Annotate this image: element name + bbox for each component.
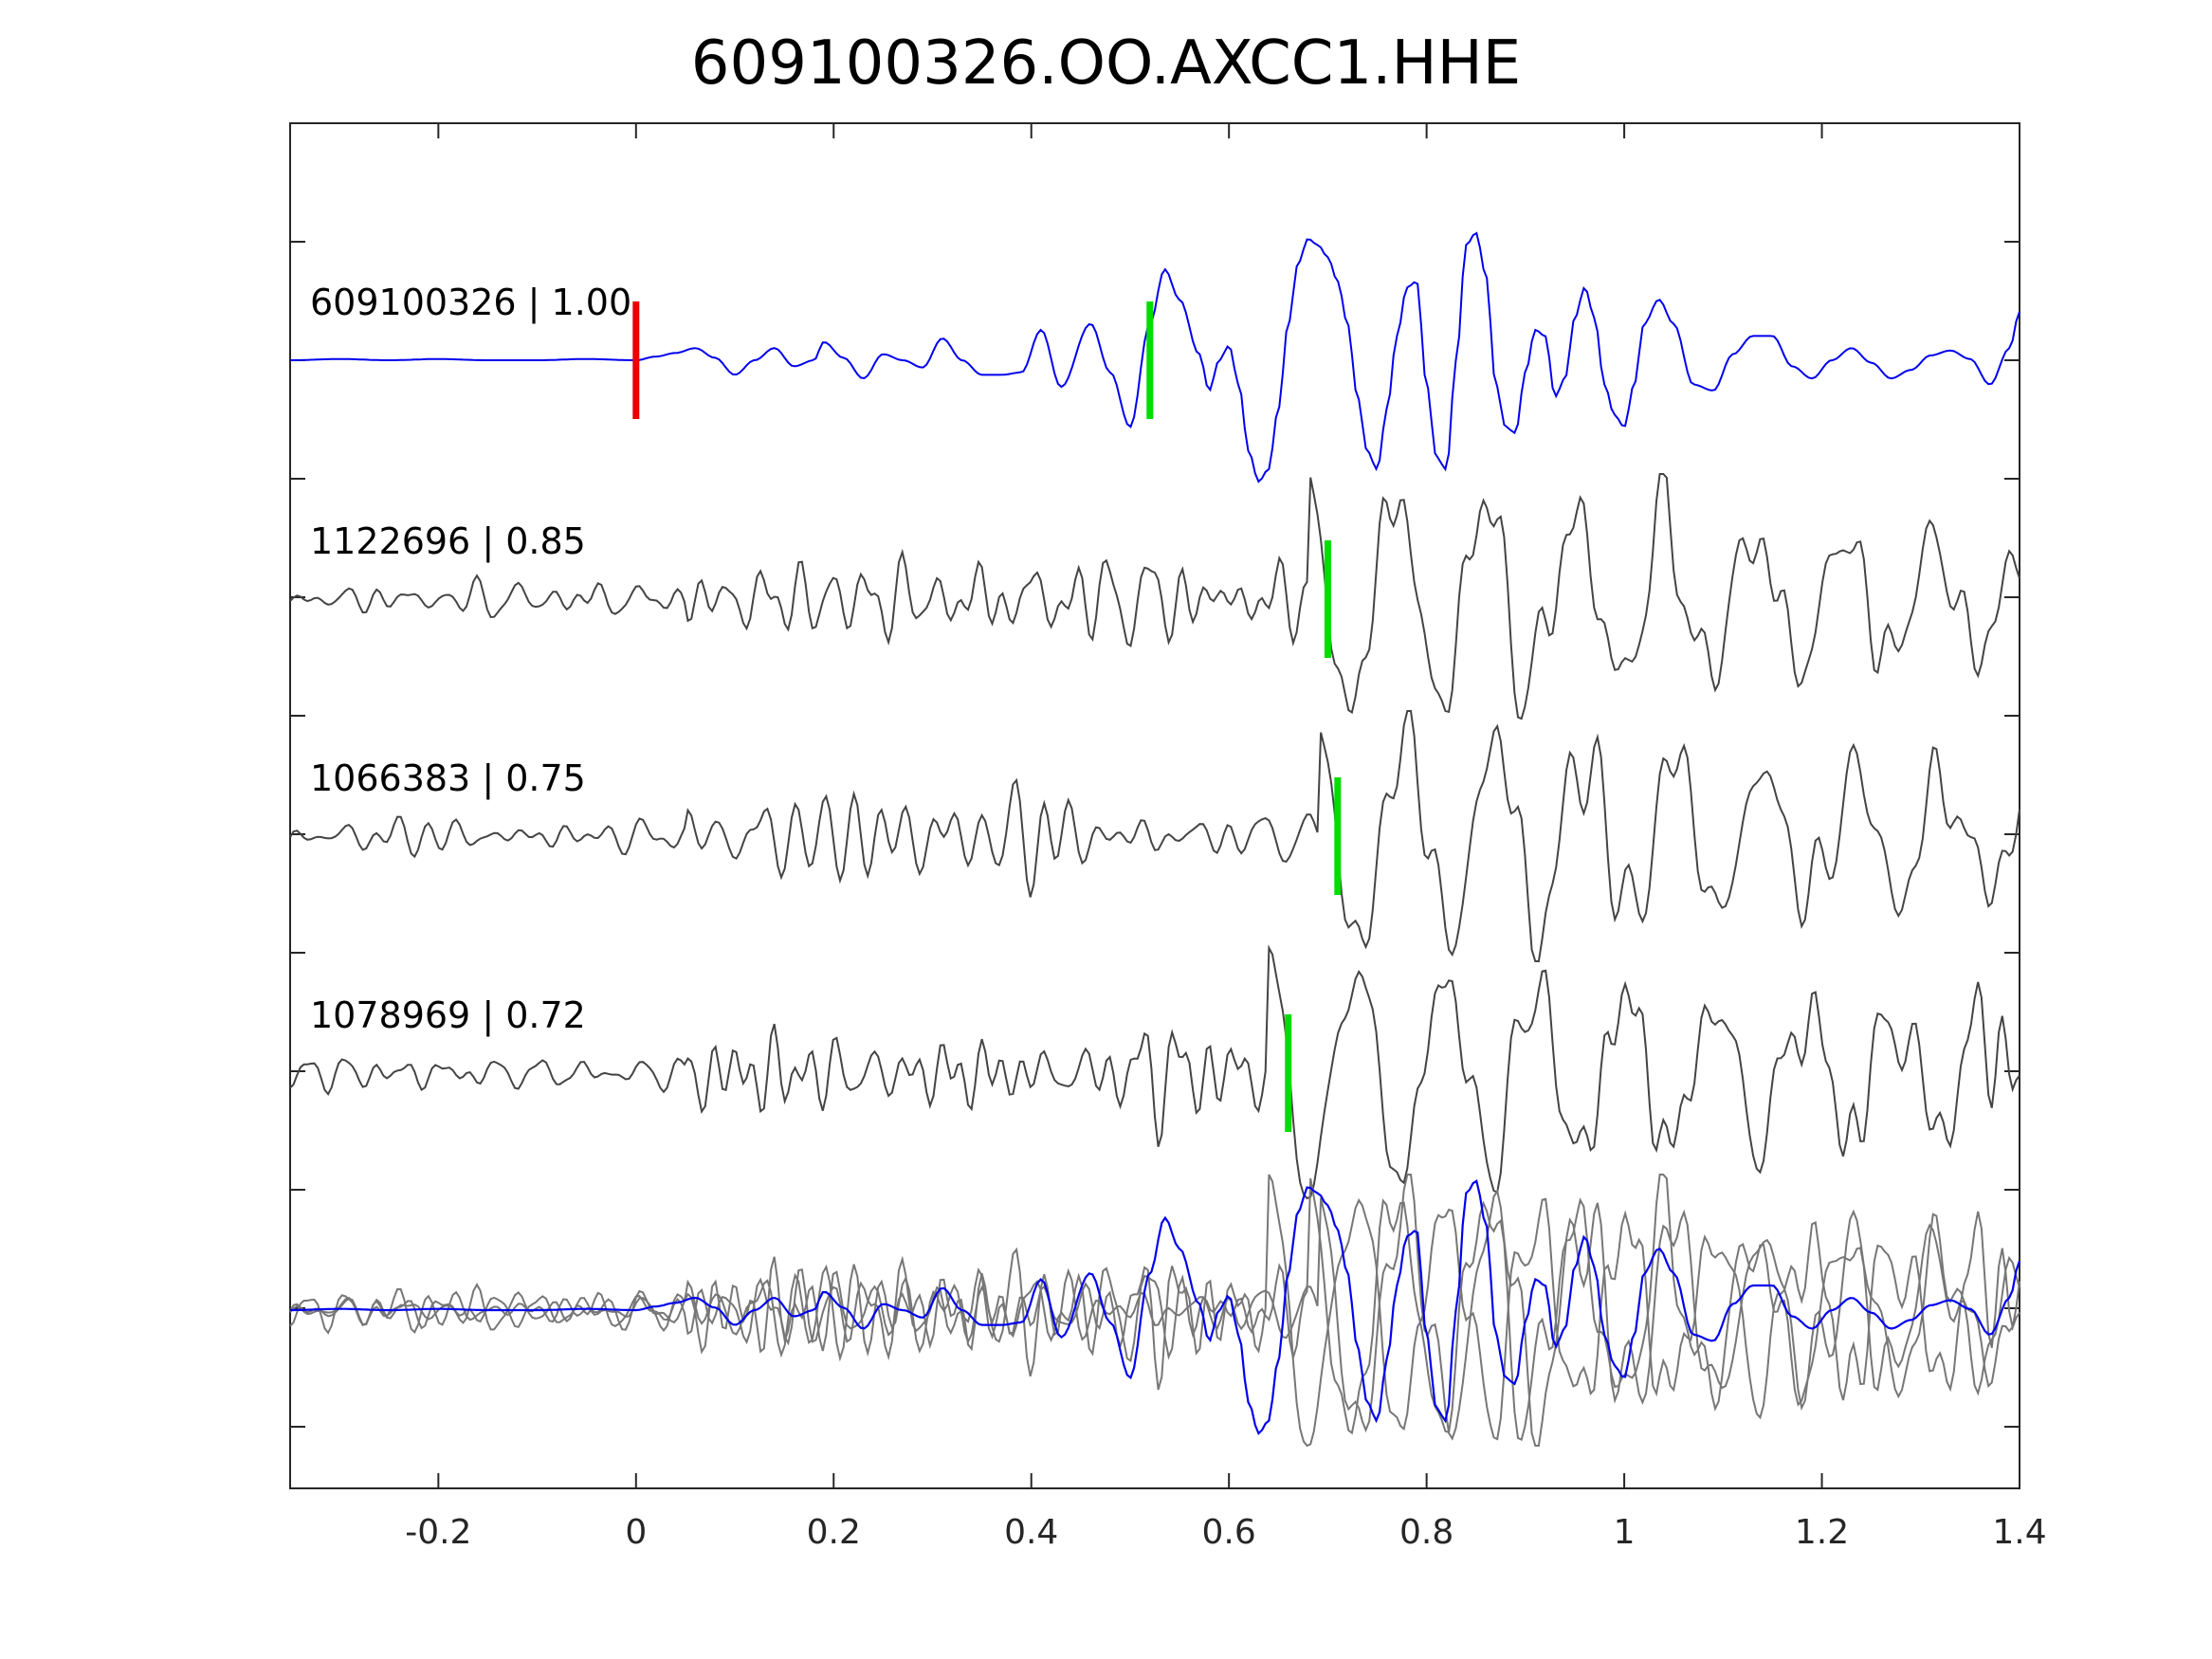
overlay-neighbor-trace [289, 1174, 2020, 1442]
overlay-neighbor-trace [289, 1174, 2020, 1448]
neighbor-trace [289, 473, 2020, 720]
overlay-master-trace [290, 1179, 2021, 1435]
trace-label: 609100326 | 1.00 [310, 282, 631, 324]
x-tick-label: 1 [1614, 1513, 1636, 1552]
x-tick-label: -0.2 [405, 1513, 471, 1552]
x-tick-label: 0.2 [807, 1513, 861, 1552]
overlay-neighbor-trace [289, 1174, 2020, 1447]
x-tick-label: 0.8 [1399, 1513, 1453, 1552]
trace-label: 1066383 | 0.75 [310, 757, 586, 800]
x-tick-label: 1.2 [1795, 1513, 1849, 1552]
neighbor-trace [289, 710, 2020, 962]
x-tick-label: 1.4 [1992, 1513, 2046, 1552]
trace-labels: 609100326 | 1.00 1122696 | 0.85 1066383 | … [310, 282, 631, 1037]
plot-frame [289, 122, 2020, 1489]
x-tick-label: 0.6 [1202, 1513, 1256, 1552]
x-tick-label: 0.4 [1004, 1513, 1058, 1552]
chart-title: 609100326.OO.AXCC1.HHE [690, 28, 1522, 99]
axes-frame [289, 122, 2020, 1489]
trace-label: 1078969 | 0.72 [310, 994, 586, 1037]
x-tick-label: 0 [625, 1513, 647, 1552]
pick-markers [632, 301, 1342, 1132]
x-axis: -0.2 0 0.2 0.4 0.6 0.8 1 1.2 1.4 [405, 123, 2047, 1552]
trace-label: 1122696 | 0.85 [310, 520, 586, 563]
trace-group [289, 231, 2021, 1448]
neighbor-trace [289, 944, 2020, 1200]
master-trace [290, 231, 2020, 483]
